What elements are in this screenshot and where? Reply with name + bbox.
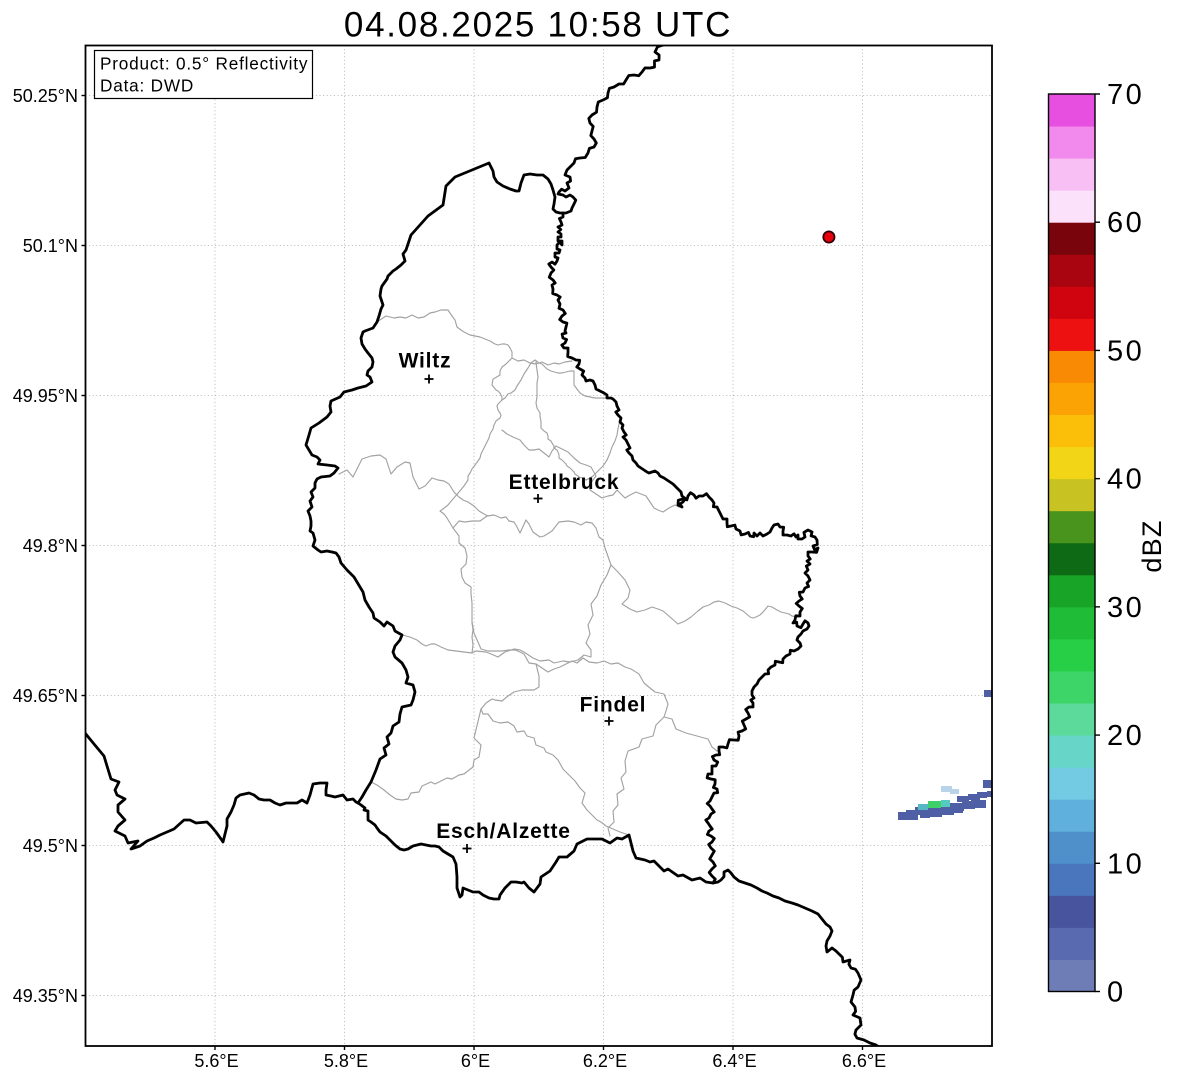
svg-text:6°E: 6°E: [461, 1051, 490, 1071]
svg-text:5.6°E: 5.6°E: [194, 1051, 238, 1071]
svg-text:50.1°N: 50.1°N: [23, 236, 78, 256]
svg-text:Findel: Findel: [580, 694, 647, 717]
svg-text:Product: 0.5° Reflectivity: Product: 0.5° Reflectivity: [100, 54, 308, 74]
svg-text:20: 20: [1107, 720, 1144, 752]
svg-text:Ettelbruck: Ettelbruck: [509, 471, 620, 494]
svg-text:6.6°E: 6.6°E: [842, 1051, 886, 1071]
svg-text:5.8°E: 5.8°E: [324, 1051, 368, 1071]
svg-text:6.4°E: 6.4°E: [712, 1051, 756, 1071]
svg-text:10: 10: [1107, 848, 1144, 880]
svg-text:30: 30: [1107, 592, 1144, 624]
svg-text:dBZ: dBZ: [1137, 519, 1167, 572]
svg-text:49.35°N: 49.35°N: [13, 986, 78, 1006]
svg-text:49.95°N: 49.95°N: [13, 386, 78, 406]
svg-text:49.65°N: 49.65°N: [13, 686, 78, 706]
svg-text:0: 0: [1107, 977, 1126, 1009]
svg-text:04.08.2025 10:58 UTC: 04.08.2025 10:58 UTC: [344, 6, 732, 45]
svg-text:49.8°N: 49.8°N: [23, 536, 78, 556]
svg-text:50: 50: [1107, 335, 1144, 367]
svg-text:6.2°E: 6.2°E: [583, 1051, 627, 1071]
svg-text:Data: DWD: Data: DWD: [100, 76, 194, 96]
svg-text:50.25°N: 50.25°N: [13, 86, 78, 106]
svg-text:70: 70: [1107, 79, 1144, 111]
svg-text:Wiltz: Wiltz: [399, 350, 452, 373]
svg-text:40: 40: [1107, 464, 1144, 496]
svg-text:49.5°N: 49.5°N: [23, 836, 78, 856]
svg-text:60: 60: [1107, 207, 1144, 239]
svg-text:Esch/Alzette: Esch/Alzette: [436, 820, 570, 843]
